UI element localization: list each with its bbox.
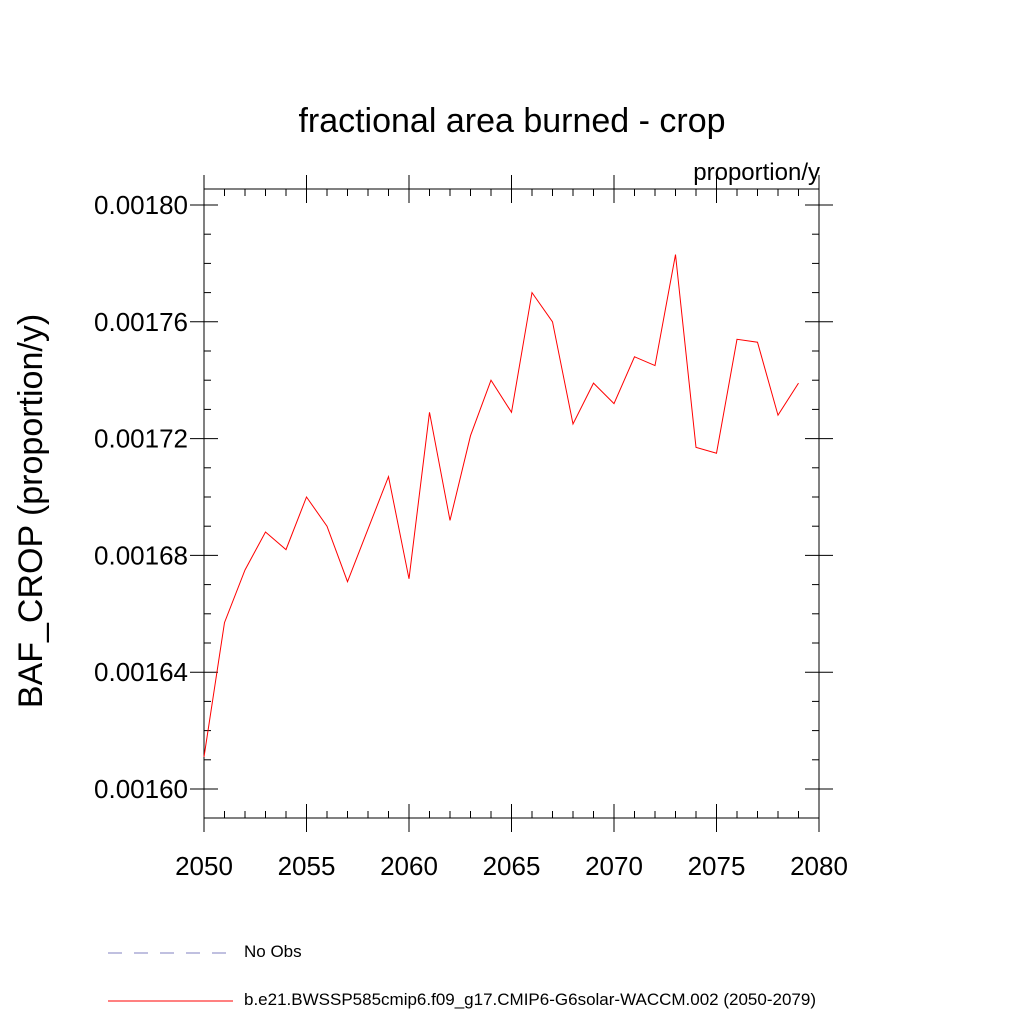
axis-tick-labels: 2050 2055 2060 2065 2070 2075 2080 0.00160 0.001… [94,190,848,881]
y-tick-label: 0.00176 [94,307,188,337]
y-tick-label: 0.00180 [94,190,188,220]
plot-frame [203,188,820,819]
x-tick-label: 2060 [380,851,438,881]
x-tick-label: 2070 [585,851,643,881]
y-tick-label: 0.00168 [94,540,188,570]
y-tick-label: 0.00160 [94,774,188,804]
data-series [203,254,799,757]
x-tick-label: 2050 [175,851,233,881]
x-tick-label: 2080 [790,851,848,881]
chart-title: fractional area burned - crop [298,102,725,140]
y-tick-label: 0.00164 [94,657,188,687]
series-line [203,254,799,757]
legend-series-swatch [108,1000,233,1002]
x-tick-label: 2065 [483,851,541,881]
legend-series-label: b.e21.BWSSP585cmip6.f09_g17.CMIP6-G6sola… [244,990,816,1009]
y-tick-label: 0.00172 [94,424,188,454]
legend-no-obs-label: No Obs [244,942,302,961]
legend-no-obs-swatch [108,952,233,954]
x-tick-label: 2075 [688,851,746,881]
y-axis-label: BAF_CROP (proportion/y) [12,314,50,708]
units-label: proportion/y [693,159,820,186]
x-tick-label: 2055 [278,851,336,881]
axis-ticks [190,175,833,832]
